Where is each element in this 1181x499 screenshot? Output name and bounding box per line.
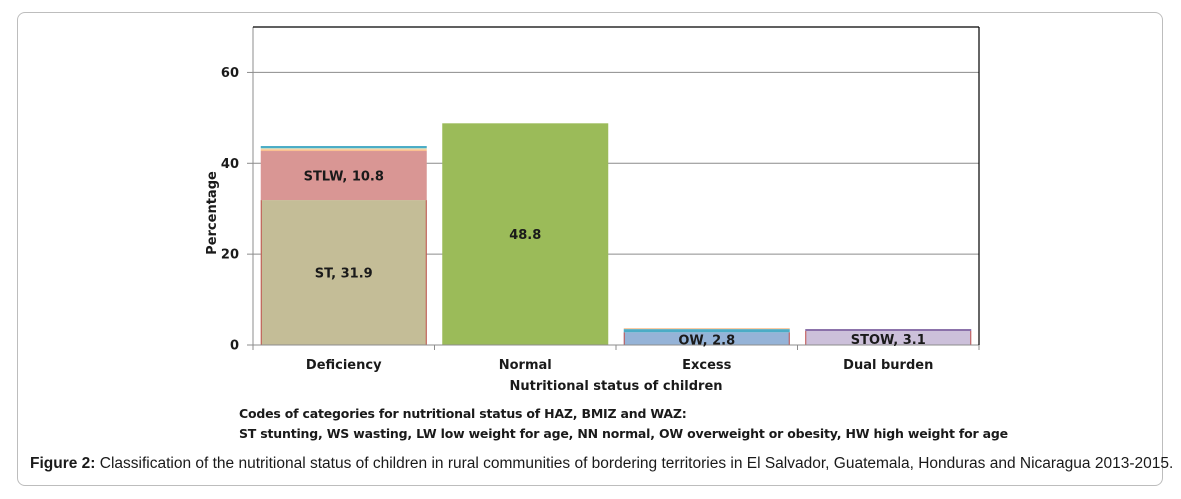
x-category-labels: Deficiency Normal Excess Dual burden — [306, 358, 933, 373]
category-codes-note: Codes of categories for nutritional stat… — [239, 404, 1008, 444]
data-label-stow: STOW, 3.1 — [851, 333, 926, 348]
bar-segment-ow — [623, 332, 790, 345]
x-category-label: Normal — [499, 358, 552, 373]
bar-segment-owhw — [623, 329, 790, 333]
data-label-stlw: STLW, 10.8 — [304, 170, 384, 185]
bar-segment-st — [260, 200, 427, 345]
y-tick-labels: 0 20 40 60 — [221, 66, 239, 354]
y-tick-label: 20 — [221, 248, 239, 263]
axes — [247, 26, 980, 350]
bar-segment-lw — [260, 148, 427, 150]
data-label-st: ST, 31.9 — [315, 267, 373, 282]
data-label-ow: OW, 2.8 — [678, 334, 735, 349]
figure-caption-text: Classification of the nutritional status… — [95, 455, 1174, 472]
data-labels: ST, 31.9 STLW, 10.8 48.8 OW, 2.8 STOW, 3.1 — [304, 170, 926, 349]
data-label-nn: 48.8 — [509, 228, 541, 243]
y-tick-label: 0 — [230, 339, 239, 354]
bar-segment-hw — [623, 328, 790, 330]
y-axis-title: Percentage — [205, 171, 220, 255]
bar-segment-stlw — [260, 151, 427, 201]
x-category-label: Excess — [682, 358, 732, 373]
codes-heading: Codes of categories for nutritional stat… — [239, 406, 687, 421]
bar-segment-stow — [805, 330, 972, 345]
bar-segment-nn — [442, 123, 609, 346]
x-axis-title: Nutritional status of children — [509, 379, 722, 394]
bar-segment-wslw — [260, 146, 427, 149]
bar-segment-sthw — [805, 329, 972, 331]
figure-caption: Figure 2: Classification of the nutritio… — [30, 455, 1173, 473]
y-tick-label: 60 — [221, 66, 239, 81]
figure-label: Figure 2: — [30, 455, 96, 472]
codes-list: ST stunting, WS wasting, LW low weight f… — [239, 426, 1008, 441]
x-category-label: Dual burden — [843, 358, 933, 373]
x-category-label: Deficiency — [306, 358, 382, 373]
bar-segment-ws — [260, 149, 427, 152]
bars — [260, 123, 972, 346]
y-tick-label: 40 — [221, 157, 239, 172]
